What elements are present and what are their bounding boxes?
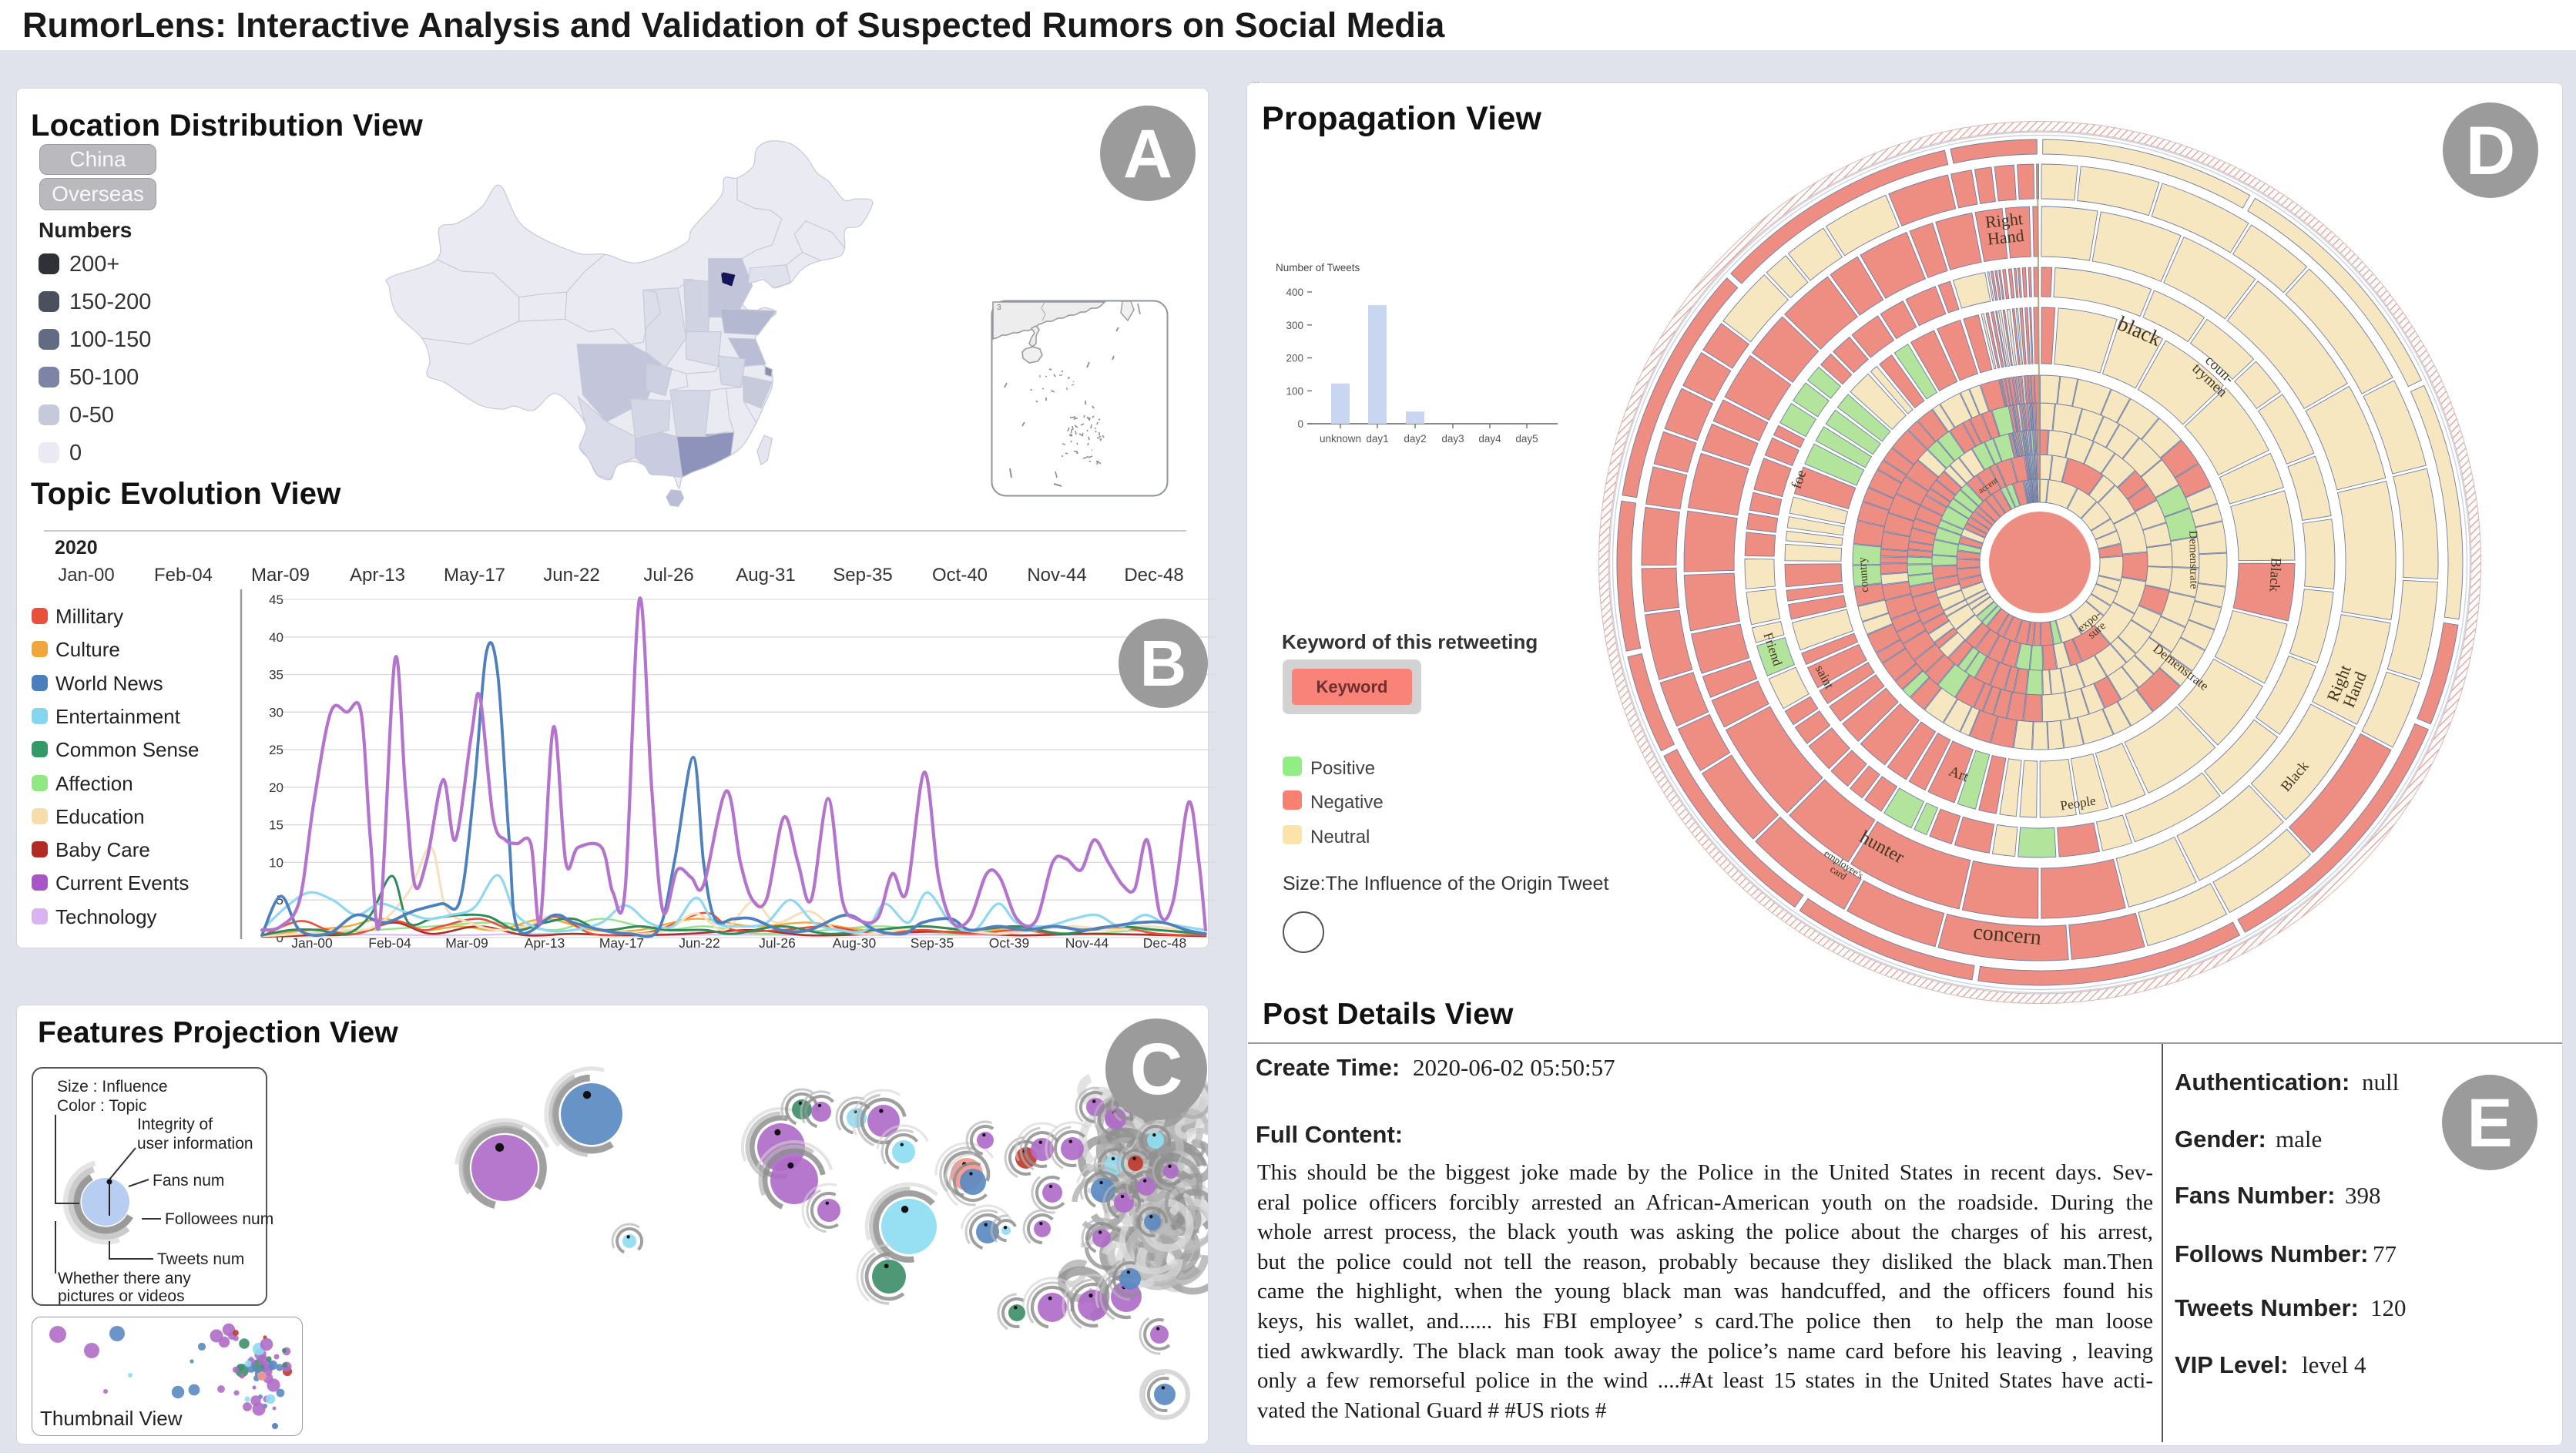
svg-text:40: 40	[269, 630, 283, 645]
svg-text:5: 5	[277, 893, 283, 908]
svg-text:unknown: unknown	[1320, 433, 1361, 445]
svg-text:10: 10	[269, 855, 283, 870]
svg-text:Sep-35: Sep-35	[911, 935, 954, 951]
svg-text:Demenstrate: Demenstrate	[2186, 530, 2199, 589]
svg-text:day1: day1	[1366, 433, 1388, 445]
svg-text:100: 100	[1286, 385, 1303, 397]
svg-text:country: country	[1857, 556, 1871, 592]
svg-text:day2: day2	[1404, 433, 1426, 445]
svg-text:15: 15	[269, 818, 283, 833]
svg-text:day5: day5	[1515, 433, 1538, 445]
svg-text:Dec-48: Dec-48	[1143, 935, 1186, 951]
svg-text:RightHand: RightHand	[1984, 209, 2026, 249]
svg-text:concern: concern	[1972, 920, 2042, 950]
svg-text:Oct-39: Oct-39	[989, 935, 1030, 951]
svg-text:Jan-00: Jan-00	[291, 935, 333, 951]
svg-text:25: 25	[269, 743, 283, 757]
svg-text:Mar-09: Mar-09	[445, 935, 488, 951]
svg-text:200: 200	[1286, 353, 1303, 364]
svg-text:Black: Black	[2266, 557, 2283, 592]
svg-text:20: 20	[269, 780, 283, 795]
svg-text:expo-sure: expo-sure	[2075, 609, 2111, 644]
svg-text:0: 0	[277, 931, 283, 945]
svg-text:Jun-22: Jun-22	[679, 935, 720, 951]
svg-text:300: 300	[1286, 320, 1303, 331]
svg-text:May-17: May-17	[599, 935, 644, 951]
svg-text:400: 400	[1286, 287, 1303, 298]
svg-text:Aug-30: Aug-30	[833, 935, 877, 951]
svg-text:Apr-13: Apr-13	[525, 935, 565, 951]
svg-text:Feb-04: Feb-04	[368, 935, 411, 951]
svg-text:35: 35	[269, 668, 283, 683]
svg-text:Jul-26: Jul-26	[759, 935, 796, 951]
svg-text:Nov-44: Nov-44	[1065, 935, 1109, 951]
svg-text:3: 3	[997, 304, 1001, 312]
svg-text:30: 30	[269, 705, 283, 720]
svg-text:day4: day4	[1478, 433, 1501, 445]
svg-text:0: 0	[1297, 418, 1303, 430]
svg-text:day3: day3	[1441, 433, 1464, 445]
svg-text:45: 45	[269, 592, 283, 607]
